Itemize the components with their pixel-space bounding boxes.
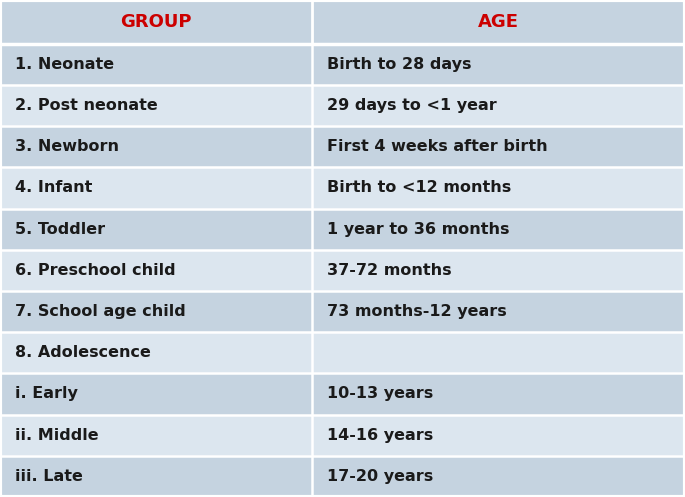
Bar [0, 332, 685, 373]
Text: 10-13 years: 10-13 years [327, 387, 433, 402]
Bar [0, 44, 685, 85]
Bar [0, 0, 685, 44]
Text: 3. Newborn: 3. Newborn [15, 139, 119, 154]
Bar [0, 209, 685, 250]
Bar [0, 250, 685, 291]
Text: i. Early: i. Early [15, 387, 78, 402]
Text: 17-20 years: 17-20 years [327, 469, 433, 484]
Text: 29 days to <1 year: 29 days to <1 year [327, 98, 497, 113]
Text: First 4 weeks after birth: First 4 weeks after birth [327, 139, 547, 154]
Text: 6. Preschool child: 6. Preschool child [15, 263, 175, 278]
Text: 1. Neonate: 1. Neonate [15, 57, 114, 72]
Text: 8. Adolescence: 8. Adolescence [15, 345, 151, 360]
Bar [0, 414, 685, 456]
Text: 7. School age child: 7. School age child [15, 304, 186, 319]
Bar [0, 373, 685, 414]
Bar [0, 126, 685, 167]
Bar [0, 291, 685, 332]
Text: 2. Post neonate: 2. Post neonate [15, 98, 158, 113]
Text: GROUP: GROUP [120, 13, 192, 31]
Text: 37-72 months: 37-72 months [327, 263, 451, 278]
Text: 5. Toddler: 5. Toddler [15, 222, 105, 237]
Text: Birth to <12 months: Birth to <12 months [327, 180, 511, 195]
Text: AGE: AGE [478, 13, 519, 31]
Text: ii. Middle: ii. Middle [15, 428, 99, 443]
Bar [0, 167, 685, 209]
Text: 1 year to 36 months: 1 year to 36 months [327, 222, 509, 237]
Text: Birth to 28 days: Birth to 28 days [327, 57, 471, 72]
Text: 14-16 years: 14-16 years [327, 428, 433, 443]
Bar [0, 456, 685, 497]
Text: 73 months-12 years: 73 months-12 years [327, 304, 506, 319]
Bar [0, 85, 685, 126]
Text: iii. Late: iii. Late [15, 469, 83, 484]
Text: 4. Infant: 4. Infant [15, 180, 92, 195]
